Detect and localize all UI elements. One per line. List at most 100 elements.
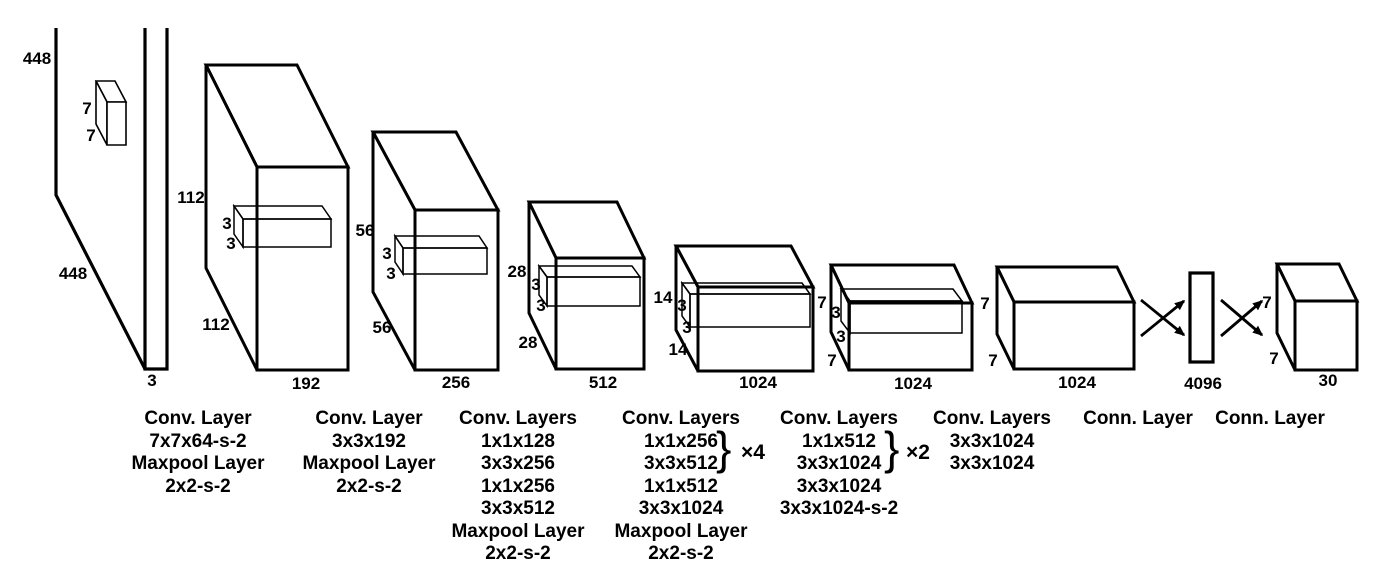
conv4-output-volume-top-face	[673, 244, 816, 289]
conv1-output-kernel-box-front-face	[242, 218, 332, 248]
layer-caption-7: Conn. Layer	[1215, 408, 1325, 431]
conv6-output-volume-front-face	[1012, 300, 1136, 371]
output-bottom-side-label: 7	[1269, 349, 1278, 368]
conv3-output-bottom-side-label: 28	[519, 333, 538, 352]
caption-line: 1x1x256	[481, 475, 555, 497]
conv2-output-kernel-box	[393, 233, 489, 277]
conv1-output-kernel-size-label: 3	[222, 214, 231, 233]
caption-line: 3x3x1024	[949, 453, 1035, 474]
conv2-output-kernel-box-front-face	[402, 247, 488, 275]
layer-caption-0: Conv. Layer 7x7x64-s-2 Maxpool Layer 2x2-s-…	[131, 408, 264, 498]
input-depth-label: 3	[147, 371, 156, 390]
conv1-output-depth-label: 192	[292, 374, 320, 393]
caption-line: 3x3x1024	[796, 453, 882, 474]
repeat-brace: }	[884, 422, 900, 474]
conv3-output-side-label: 28	[508, 262, 527, 281]
fc1-volume	[1188, 271, 1215, 364]
caption-line: 2x2-s-2	[336, 475, 402, 497]
conv5-output-kernel-size-label: 3	[831, 303, 840, 322]
caption-line: Maxpool Layer	[614, 520, 748, 542]
fc2-connection-arrow	[1220, 298, 1264, 337]
conv1-output-side-label: 112	[177, 188, 204, 207]
conv6-output-depth-label: 1024	[1058, 373, 1096, 392]
output-depth-label: 30	[1319, 371, 1338, 390]
caption-line: Conv. Layers	[780, 408, 898, 429]
caption-line: 2x2-s-2	[485, 543, 551, 564]
conv2-output-kernel-size-label: 3	[386, 264, 395, 283]
input-kernel-box-front-face	[106, 101, 127, 146]
caption-line: 1x1x512	[802, 430, 876, 452]
repeat-count-label: ×4	[741, 441, 765, 464]
input-width-label: 448	[59, 264, 87, 283]
conv4-output-kernel-size-label: 3	[677, 296, 686, 315]
conv1-output-bottom-side-label: 112	[202, 315, 229, 334]
caption-line: 3x3x1024	[638, 498, 724, 519]
caption-line: 1x1x256	[644, 430, 718, 452]
output-volume	[1274, 262, 1360, 372]
caption-line: Conv. Layer	[315, 408, 423, 429]
caption-line: Conv. Layers	[622, 408, 740, 429]
input-height-label: 448	[23, 49, 51, 68]
conv2-output-bottom-side-label: 56	[373, 318, 392, 337]
conv4-output-volume-front-face	[696, 285, 815, 373]
conv3-output-kernel-box	[537, 263, 642, 309]
conv4-output-volume	[673, 244, 816, 373]
caption-line: Maxpool Layer	[131, 453, 265, 474]
layer-caption-6: Conn. Layer	[1083, 408, 1193, 431]
caption-line: 3x3x1024	[796, 475, 882, 497]
caption-line: 3x3x1024	[949, 430, 1035, 452]
conv3-output-kernel-size-label: 3	[536, 296, 545, 315]
conv3-output-kernel-size-label: 3	[531, 275, 540, 294]
conv3-output-volume	[526, 200, 647, 371]
layer-caption-1: Conv. Layer 3x3x192 Maxpool Layer 2x2-s-2	[302, 408, 435, 498]
caption-line: Conv. Layers	[933, 408, 1051, 429]
conv5-output-bottom-side-label: 7	[827, 351, 836, 370]
input-kernel-size-label: 7	[86, 126, 95, 145]
conv5-output-depth-label: 1024	[894, 374, 932, 393]
caption-line: 3x3x512	[481, 498, 555, 519]
caption-line: 1x1x128	[481, 430, 555, 452]
input-image-depth-slab	[143, 28, 169, 371]
conv6-output-bottom-side-label: 7	[988, 351, 997, 370]
caption-line: 1x1x512	[644, 475, 718, 497]
conv5-output-volume-front-face	[847, 301, 974, 372]
conv1-output-kernel-box	[232, 203, 333, 250]
conv4-output-kernel-box-front-face	[689, 293, 811, 328]
caption-line: Conn. Layer	[1083, 408, 1193, 429]
conv3-output-kernel-box-front-face	[546, 276, 641, 307]
conv4-output-side-label: 14	[654, 288, 673, 307]
conv1-output-kernel-size-label: 3	[226, 234, 235, 253]
caption-line: 3x3x256	[481, 453, 555, 474]
conv2-output-kernel-size-label: 3	[382, 244, 391, 263]
caption-line: 7x7x64-s-2	[149, 430, 247, 452]
conv1-output-volume	[203, 63, 351, 372]
input-image-plane	[54, 28, 147, 370]
conv5-output-kernel-size-label: 3	[836, 327, 845, 346]
caption-line: Maxpool Layer	[451, 520, 585, 542]
repeat-brace: }	[716, 422, 732, 474]
layer-caption-2: Conv. Layers 1x1x128 3x3x256 1x1x256 3x3x512…	[451, 408, 584, 566]
conv5-output-side-label: 7	[817, 293, 826, 312]
output-side-label: 7	[1262, 293, 1271, 312]
caption-line: 3x3x192	[332, 430, 406, 452]
caption-line: Maxpool Layer	[302, 453, 436, 474]
conv2-output-depth-label: 256	[442, 373, 470, 392]
layer-caption-3: Conv. Layers 1x1x256 3x3x512 1x1x512 3x3x102…	[614, 408, 747, 566]
caption-line: 2x2-s-2	[165, 475, 231, 497]
layer-caption-4: Conv. Layers 1x1x512 3x3x1024 3x3x1024 3x3x1…	[780, 408, 898, 521]
caption-line: Conn. Layer	[1215, 408, 1325, 429]
caption-line: 3x3x1024-s-2	[779, 498, 899, 519]
caption-line: Conv. Layers	[459, 408, 577, 429]
conv2-output-volume	[370, 130, 501, 372]
layer-caption-5: Conv. Layers 3x3x1024 3x3x1024	[933, 408, 1051, 476]
conv5-output-volume-top-face	[828, 263, 975, 305]
conv6-output-side-label: 7	[980, 294, 989, 313]
conv4-output-kernel-box	[680, 280, 812, 330]
conv4-output-bottom-side-label: 14	[669, 340, 688, 359]
conv6-output-volume-top-face	[994, 265, 1137, 304]
conv5-output-kernel-box-front-face	[849, 300, 963, 334]
conv5-output-kernel-box	[839, 286, 964, 336]
conv3-output-volume-front-face	[554, 256, 646, 371]
